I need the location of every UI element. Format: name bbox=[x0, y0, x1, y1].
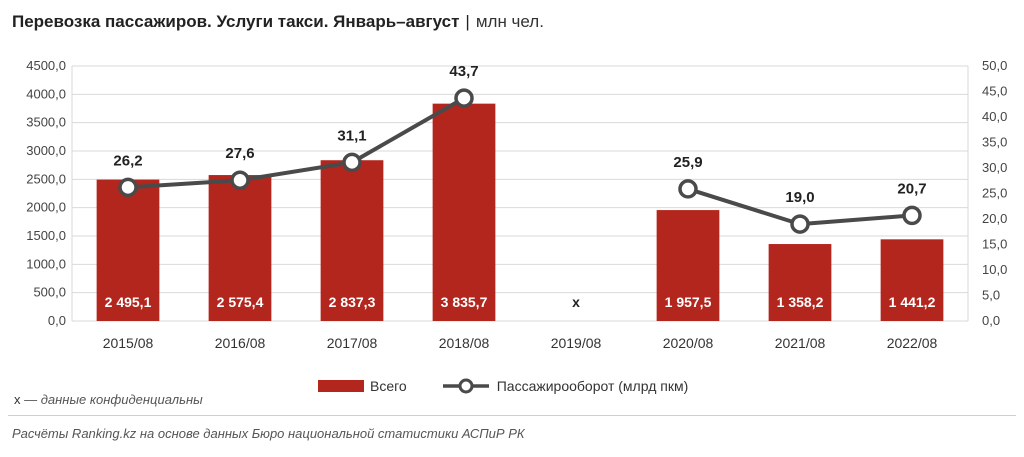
left-tick-label: 4000,0 bbox=[26, 86, 66, 101]
right-tick-label: 50,0 bbox=[982, 58, 1007, 73]
line-data-label: 26,2 bbox=[113, 152, 142, 169]
right-tick-label: 20,0 bbox=[982, 211, 1007, 226]
bar bbox=[880, 239, 944, 321]
note-text: — данные конфиденциальны bbox=[20, 392, 203, 407]
line-series bbox=[118, 88, 922, 234]
left-tick-label: 3000,0 bbox=[26, 143, 66, 158]
left-tick-label: 0,0 bbox=[48, 313, 66, 328]
legend-line-label: Пассажирооборот (млрд пкм) bbox=[496, 378, 689, 394]
right-axis-ticks: 0,0 5,0 10,0 15,0 20,0 25,0 30,0 35,0 40,0 45,0 50… bbox=[982, 58, 1007, 328]
left-tick-label: 1000,0 bbox=[26, 256, 66, 271]
bar bbox=[208, 175, 272, 321]
x-tick-label: 2017/08 bbox=[327, 335, 378, 351]
bar bbox=[96, 179, 160, 321]
right-tick-label: 45,0 bbox=[982, 84, 1007, 99]
right-tick-label: 0,0 bbox=[982, 313, 1000, 328]
left-tick-label: 4500,0 bbox=[26, 58, 66, 73]
title-separator: | bbox=[465, 12, 470, 31]
line-data-label: 19,0 bbox=[785, 189, 814, 206]
confidential-note: х — данные конфиденциальны bbox=[14, 392, 203, 407]
left-axis-ticks: 0,0 500,0 1000,0 1500,0 2000,0 2500,0 3000,0 35… bbox=[26, 58, 66, 328]
legend-item-bars: Всего bbox=[318, 378, 407, 394]
left-tick-label: 500,0 bbox=[33, 285, 66, 300]
left-tick-label: 3500,0 bbox=[26, 115, 66, 130]
line-data-label: 31,1 bbox=[337, 127, 366, 144]
bar-data-label: 1 957,5 bbox=[665, 294, 712, 310]
bar-data-label: 1 358,2 bbox=[777, 294, 824, 310]
line-point bbox=[342, 152, 362, 173]
source-note: Расчёты Ranking.kz на основе данных Бюро… bbox=[12, 426, 525, 441]
line-point bbox=[790, 214, 810, 234]
left-tick-label: 2000,0 bbox=[26, 200, 66, 215]
chart-title-unit: млн чел. bbox=[475, 12, 544, 31]
bar bbox=[432, 103, 496, 321]
legend: Всего Пассажирооборот (млрд пкм) bbox=[318, 378, 722, 394]
x-tick-label: 2020/08 bbox=[663, 335, 714, 351]
bar bbox=[768, 244, 832, 321]
legend-bar-label: Всего bbox=[370, 378, 407, 394]
legend-item-line: Пассажирооборот (млрд пкм) bbox=[441, 378, 689, 394]
line-point bbox=[230, 170, 250, 190]
bar-labels: 2 495,1 2 575,4 2 837,3 3 835,7 x 1 957,5 1 35… bbox=[105, 294, 936, 310]
chart-title: Перевозка пассажиров. Услуги такси. Янва… bbox=[12, 12, 544, 32]
bar bbox=[656, 210, 720, 321]
right-tick-label: 40,0 bbox=[982, 109, 1007, 124]
right-tick-label: 5,0 bbox=[982, 288, 1000, 303]
line-data-label: 27,6 bbox=[225, 145, 254, 162]
x-tick-label: 2018/08 bbox=[439, 335, 490, 351]
bar-series bbox=[96, 103, 944, 321]
line-data-label: 25,9 bbox=[673, 154, 702, 171]
bar-data-label: 2 495,1 bbox=[105, 294, 152, 310]
legend-bar-swatch bbox=[318, 380, 364, 392]
right-tick-label: 30,0 bbox=[982, 160, 1007, 175]
line-data-label: 20,7 bbox=[897, 180, 926, 197]
left-tick-label: 1500,0 bbox=[26, 228, 66, 243]
bar bbox=[320, 160, 384, 321]
line-point bbox=[902, 205, 922, 226]
x-axis-ticks: 2015/08 2016/08 2017/08 2018/08 2019/08 2020/… bbox=[103, 335, 938, 351]
chart-area: 0,0 500,0 1000,0 1500,0 2000,0 2500,0 3000,0 35… bbox=[26, 58, 1007, 351]
line-point bbox=[454, 88, 474, 108]
chart-title-main: Перевозка пассажиров. Услуги такси. Янва… bbox=[12, 12, 460, 31]
bar-data-label: 1 441,2 bbox=[889, 294, 936, 310]
series-line bbox=[127, 96, 465, 190]
bar-data-label: 2 575,4 bbox=[217, 294, 264, 310]
bar-data-label: 2 837,3 bbox=[329, 294, 376, 310]
x-tick-label: 2021/08 bbox=[775, 335, 826, 351]
line-point bbox=[678, 179, 698, 199]
bar-data-label: 3 835,7 bbox=[441, 294, 488, 310]
grid-lines bbox=[71, 65, 969, 322]
x-tick-label: 2016/08 bbox=[215, 335, 266, 351]
line-labels: 26,2 27,6 31,1 43,7 25,9 19,0 20,7 bbox=[113, 63, 926, 206]
left-tick-label: 2500,0 bbox=[26, 171, 66, 186]
right-tick-label: 15,0 bbox=[982, 237, 1007, 252]
line-data-label: 43,7 bbox=[449, 63, 478, 80]
right-tick-label: 10,0 bbox=[982, 262, 1007, 277]
x-tick-label: 2015/08 bbox=[103, 335, 154, 351]
line-point bbox=[118, 177, 138, 198]
confidential-mark: x bbox=[572, 294, 580, 310]
footer-divider bbox=[8, 415, 1016, 416]
x-tick-label: 2019/08 bbox=[551, 335, 602, 351]
note-symbol: х bbox=[14, 392, 21, 407]
legend-line-swatch bbox=[442, 378, 489, 394]
right-tick-label: 25,0 bbox=[982, 186, 1007, 201]
x-tick-label: 2022/08 bbox=[887, 335, 938, 351]
right-tick-label: 35,0 bbox=[982, 135, 1007, 150]
